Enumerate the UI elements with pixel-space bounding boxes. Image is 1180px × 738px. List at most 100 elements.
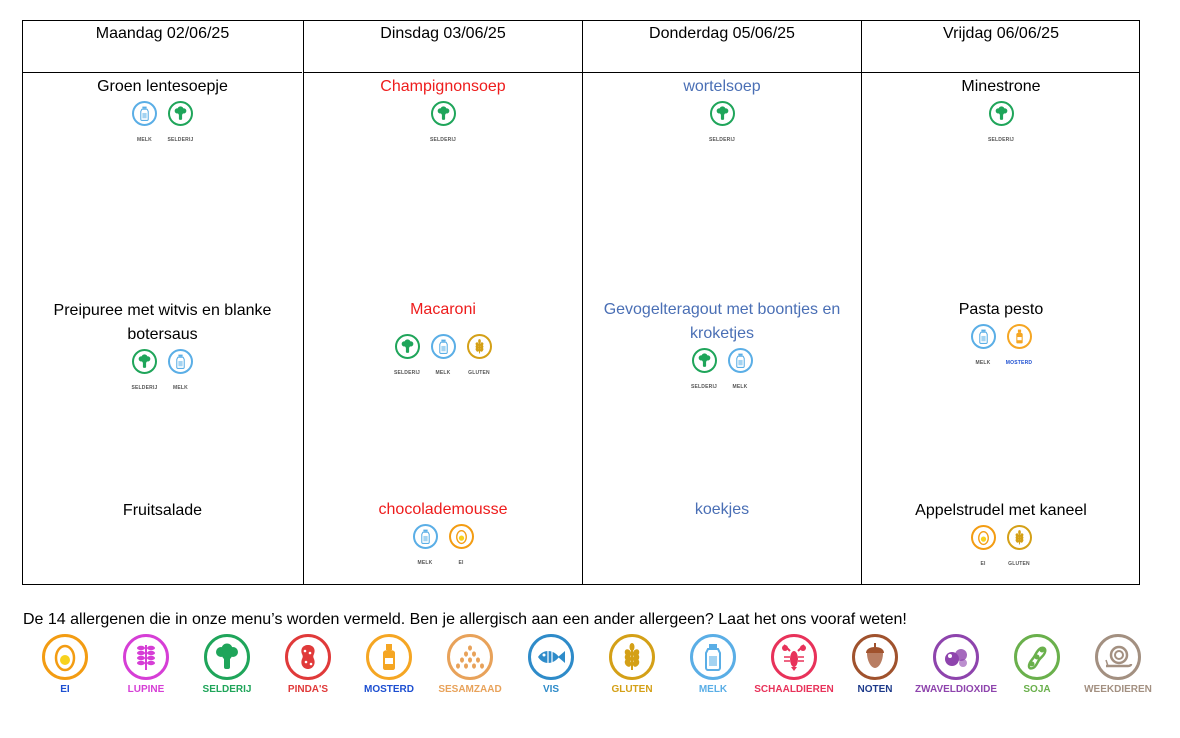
main-course-cell: Macaroni SELDERIJ MELK GLUTEN bbox=[310, 298, 576, 385]
wheat-icon bbox=[466, 334, 492, 359]
dessert-cell: Fruitsalade bbox=[29, 499, 296, 525]
allergen-badge-label: SELDERIJ bbox=[131, 385, 158, 391]
allergen-badge-selderij: SELDERIJ bbox=[709, 101, 735, 152]
allergen-badge-melk: MELK bbox=[132, 101, 158, 152]
allergen-badge-label: EI bbox=[458, 560, 464, 566]
celery-icon bbox=[394, 334, 420, 359]
menu-column-friday: Vrijdag 06/06/25 Minestrone SELDERIJ Pas… bbox=[861, 21, 1140, 584]
main-course-cell: Preipuree met witvis en blanke botersaus… bbox=[29, 299, 296, 400]
allergen-row: MELK EI bbox=[310, 524, 576, 575]
allergen-badge-selderij: SELDERIJ bbox=[167, 101, 194, 152]
legend-item-ei: EI bbox=[20, 634, 110, 695]
legend-item-label: SOJA bbox=[1023, 684, 1051, 695]
fish-icon bbox=[528, 634, 574, 680]
menu-column-thursday: Donderdag 05/06/25 wortelsoep SELDERIJ G… bbox=[582, 21, 861, 584]
snail-icon bbox=[1095, 634, 1141, 680]
legend-item-mosterd: MOSTERD bbox=[344, 634, 434, 695]
main-course-cell: Pasta pesto MELK MOSTERD bbox=[868, 298, 1134, 375]
celery-icon bbox=[204, 634, 250, 680]
peanut-icon bbox=[285, 634, 331, 680]
allergen-badge-gluten: GLUTEN bbox=[1006, 525, 1032, 576]
legend-item-label: NOTEN bbox=[857, 684, 893, 695]
dish-name: Fruitsalade bbox=[122, 502, 203, 519]
weekly-menu-table: Maandag 02/06/25 Groen lentesoepje MELK S… bbox=[22, 20, 1140, 585]
day-header: Dinsdag 03/06/25 bbox=[304, 21, 582, 73]
legend-item-weekdieren: WEEKDIEREN bbox=[1073, 634, 1163, 695]
allergen-badge-mosterd: MOSTERD bbox=[1006, 324, 1032, 375]
allergen-badge-label: SELDERIJ bbox=[393, 370, 421, 376]
allergen-badge-label: SELDERIJ bbox=[690, 384, 718, 390]
allergen-badge-selderij: SELDERIJ bbox=[988, 101, 1014, 152]
allergen-badge-melk: MELK bbox=[727, 348, 753, 399]
legend-item-label: PINDA'S bbox=[287, 684, 329, 695]
milk-icon bbox=[132, 101, 157, 126]
celery-icon bbox=[168, 101, 193, 126]
legend-item-melk: MELK bbox=[668, 634, 758, 695]
allergen-badge-label: MELK bbox=[137, 137, 152, 143]
dessert-cell: koekjes bbox=[589, 498, 855, 524]
mustard-icon bbox=[1006, 324, 1032, 349]
legend-item-label: SESAMZAAD bbox=[438, 684, 502, 695]
lobster-icon bbox=[771, 634, 817, 680]
allergen-badge-selderij: SELDERIJ bbox=[394, 334, 420, 385]
legend-item-vis: VIS bbox=[506, 634, 596, 695]
legend-item-label: MELK bbox=[698, 684, 728, 695]
sulphite-icon bbox=[933, 634, 979, 680]
lupine-icon bbox=[123, 634, 169, 680]
dish-name: Groen lentesoepje bbox=[97, 78, 228, 95]
allergen-badge-selderij: SELDERIJ bbox=[131, 349, 158, 400]
milk-icon bbox=[430, 334, 456, 359]
allergen-badge-ei: EI bbox=[970, 525, 996, 576]
allergen-badge-label: MELK bbox=[975, 360, 991, 366]
dish-name: Pasta pesto bbox=[958, 301, 1044, 318]
dish-name: Gevogelteragout met boontjes en kroketje… bbox=[603, 301, 841, 342]
milk-icon bbox=[690, 634, 736, 680]
dessert-cell: Appelstrudel met kaneel EI GLUTEN bbox=[868, 499, 1134, 576]
legend-item-soja: SOJA bbox=[992, 634, 1082, 695]
celery-icon bbox=[709, 101, 735, 126]
soy-icon bbox=[1014, 634, 1060, 680]
allergen-badge-label: MELK bbox=[173, 385, 188, 391]
dish-name: Champignonsoep bbox=[380, 78, 506, 95]
main-course-cell: Gevogelteragout met boontjes en kroketje… bbox=[597, 298, 847, 399]
egg-icon bbox=[448, 524, 474, 549]
celery-icon bbox=[691, 348, 717, 373]
egg-icon bbox=[970, 525, 996, 550]
allergen-badge-melk: MELK bbox=[970, 324, 996, 375]
legend-item-selderij: SELDERIJ bbox=[182, 634, 272, 695]
dish-name: Macaroni bbox=[410, 301, 476, 318]
dish-name: Preipuree met witvis en blanke botersaus bbox=[53, 302, 272, 343]
allergen-legend: EI LUPINE SELDERIJ PINDA'S MOSTERD SESAMZAAD V… bbox=[20, 634, 1170, 704]
soup-cell: wortelsoep SELDERIJ bbox=[589, 75, 855, 152]
allergen-badge-label: MOSTERD bbox=[1005, 360, 1033, 366]
allergen-row: SELDERIJ MELK bbox=[29, 349, 296, 400]
allergen-row: SELDERIJ bbox=[589, 101, 855, 152]
allergen-row: MELK SELDERIJ bbox=[29, 101, 296, 152]
legend-item-label: SCHAALDIEREN bbox=[754, 684, 834, 695]
allergen-badge-label: GLUTEN bbox=[1008, 561, 1030, 567]
legend-item-label: VIS bbox=[542, 684, 560, 695]
legend-item-lupine: LUPINE bbox=[101, 634, 191, 695]
sesame-icon bbox=[447, 634, 493, 680]
allergen-row: SELDERIJ MELK GLUTEN bbox=[310, 334, 576, 385]
allergen-badge-label: SELDERIJ bbox=[167, 137, 194, 143]
allergen-row: EI GLUTEN bbox=[868, 525, 1134, 576]
soup-cell: Groen lentesoepje MELK SELDERIJ bbox=[29, 75, 296, 152]
allergen-badge-melk: MELK bbox=[430, 334, 456, 385]
legend-item-noten: NOTEN bbox=[830, 634, 920, 695]
milk-icon bbox=[970, 324, 996, 349]
dish-name: Appelstrudel met kaneel bbox=[915, 502, 1087, 519]
allergen-badge-gluten: GLUTEN bbox=[466, 334, 492, 385]
egg-icon bbox=[42, 634, 88, 680]
acorn-icon bbox=[852, 634, 898, 680]
legend-item-label: WEEKDIEREN bbox=[1084, 684, 1152, 695]
allergen-badge-label: MELK bbox=[435, 370, 451, 376]
day-header: Maandag 02/06/25 bbox=[23, 21, 302, 73]
legend-item-label: LUPINE bbox=[127, 684, 165, 695]
allergen-badge-selderij: SELDERIJ bbox=[430, 101, 456, 152]
legend-item-zwaveldioxide: ZWAVELDIOXIDE bbox=[911, 634, 1001, 695]
legend-item-label: SELDERIJ bbox=[202, 684, 252, 695]
celery-icon bbox=[430, 101, 456, 126]
legend-item-label: ZWAVELDIOXIDE bbox=[914, 684, 998, 695]
dish-name: wortelsoep bbox=[683, 78, 761, 95]
